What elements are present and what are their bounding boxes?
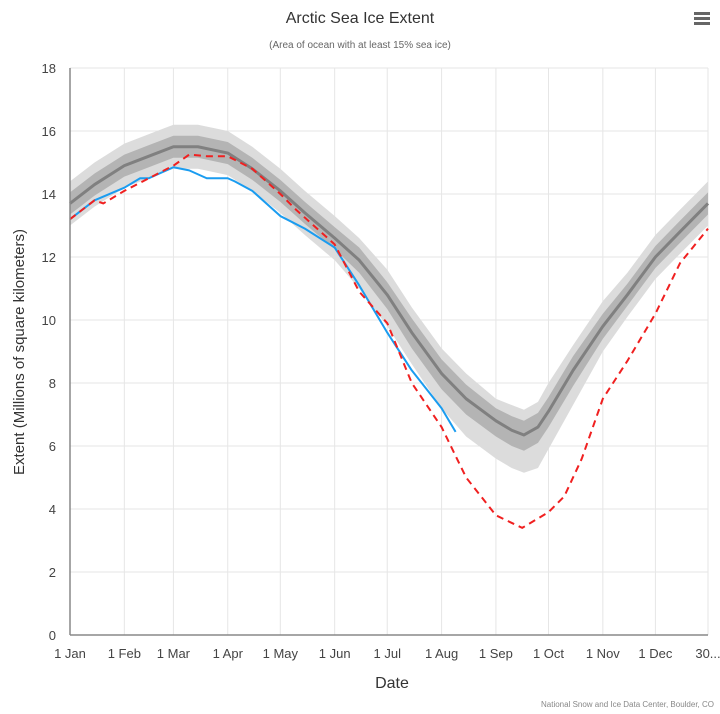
blue-series-line (69, 166, 457, 433)
y-tick-label: 2 (49, 565, 56, 580)
credit-text: National Snow and Ice Data Center, Bould… (541, 700, 714, 709)
y-tick-label: 6 (49, 439, 56, 454)
y-tick-label: 14 (42, 187, 56, 202)
x-tick-label: 1 May (263, 646, 299, 661)
x-axis-label: Date (375, 675, 409, 692)
chart-subtitle: (Area of ocean with at least 15% sea ice… (269, 40, 451, 51)
median-line (69, 145, 710, 437)
x-tick-label: 1 Aug (425, 646, 458, 661)
y-tick-label: 12 (42, 250, 56, 265)
chart-title: Arctic Sea Ice Extent (286, 10, 435, 27)
y-tick-label: 16 (42, 124, 56, 139)
y-tick-label: 18 (42, 61, 56, 76)
x-tick-label: 30... (695, 646, 720, 661)
x-tick-label: 1 Feb (108, 646, 141, 661)
y-tick-label: 4 (49, 502, 56, 517)
x-tick-label: 1 Nov (586, 646, 620, 661)
x-tick-label: 1 Dec (638, 646, 672, 661)
y-tick-label: 8 (49, 376, 56, 391)
x-tick-label: 1 Jan (54, 646, 86, 661)
interquartile-range-band (70, 135, 708, 451)
x-tick-label: 1 Oct (533, 646, 564, 661)
x-tick-label: 1 Sep (479, 646, 513, 661)
y-tick-label: 0 (49, 628, 56, 643)
x-tick-label: 1 Mar (157, 646, 191, 661)
y-axis-label: Extent (Millions of square kilometers) (11, 229, 28, 475)
hamburger-menu-icon[interactable] (694, 12, 710, 27)
x-tick-label: 1 Jul (374, 646, 402, 661)
x-tick-label: 1 Apr (213, 646, 244, 661)
x-tick-label: 1 Jun (319, 646, 351, 661)
y-tick-label: 10 (42, 313, 56, 328)
red-series-line (69, 153, 709, 529)
